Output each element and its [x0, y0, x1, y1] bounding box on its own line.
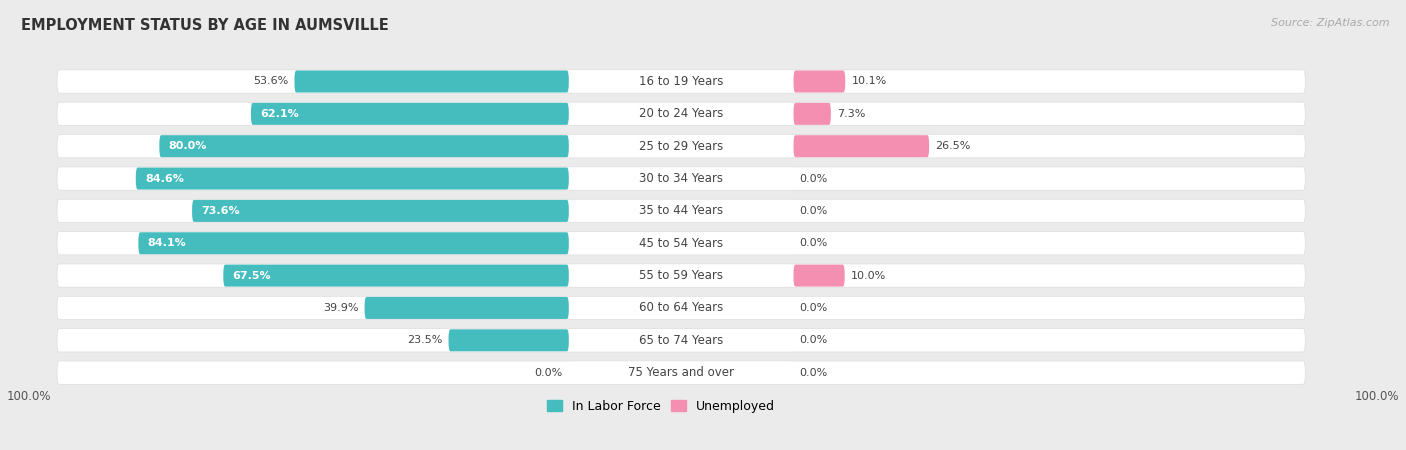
FancyBboxPatch shape: [793, 135, 929, 157]
Text: 75 Years and over: 75 Years and over: [628, 366, 734, 379]
FancyBboxPatch shape: [159, 135, 569, 157]
Text: 0.0%: 0.0%: [800, 303, 828, 313]
FancyBboxPatch shape: [449, 329, 569, 351]
FancyBboxPatch shape: [224, 265, 569, 287]
Text: EMPLOYMENT STATUS BY AGE IN AUMSVILLE: EMPLOYMENT STATUS BY AGE IN AUMSVILLE: [21, 18, 389, 33]
FancyBboxPatch shape: [571, 167, 792, 189]
FancyBboxPatch shape: [58, 328, 1305, 352]
Text: 30 to 34 Years: 30 to 34 Years: [640, 172, 723, 185]
Text: 84.1%: 84.1%: [148, 238, 187, 248]
FancyBboxPatch shape: [58, 102, 1305, 126]
FancyBboxPatch shape: [571, 200, 792, 222]
Text: 10.0%: 10.0%: [851, 270, 886, 281]
Text: 100.0%: 100.0%: [1354, 391, 1399, 403]
Text: 0.0%: 0.0%: [800, 206, 828, 216]
FancyBboxPatch shape: [193, 200, 569, 222]
Text: 62.1%: 62.1%: [260, 109, 299, 119]
FancyBboxPatch shape: [58, 135, 1305, 158]
FancyBboxPatch shape: [364, 297, 569, 319]
FancyBboxPatch shape: [571, 265, 792, 287]
Text: 39.9%: 39.9%: [323, 303, 359, 313]
FancyBboxPatch shape: [58, 296, 1305, 320]
Text: 20 to 24 Years: 20 to 24 Years: [640, 108, 723, 120]
FancyBboxPatch shape: [58, 70, 1305, 93]
FancyBboxPatch shape: [58, 232, 1305, 255]
Text: 55 to 59 Years: 55 to 59 Years: [640, 269, 723, 282]
Text: 100.0%: 100.0%: [7, 391, 52, 403]
FancyBboxPatch shape: [58, 199, 1305, 223]
Text: 80.0%: 80.0%: [169, 141, 207, 151]
Text: 16 to 19 Years: 16 to 19 Years: [638, 75, 723, 88]
FancyBboxPatch shape: [571, 297, 792, 319]
FancyBboxPatch shape: [58, 167, 1305, 190]
FancyBboxPatch shape: [571, 362, 792, 384]
Text: 0.0%: 0.0%: [800, 238, 828, 248]
FancyBboxPatch shape: [250, 103, 569, 125]
Text: 45 to 54 Years: 45 to 54 Years: [640, 237, 723, 250]
Text: 26.5%: 26.5%: [935, 141, 970, 151]
Text: 67.5%: 67.5%: [232, 270, 271, 281]
Text: 65 to 74 Years: 65 to 74 Years: [640, 334, 723, 347]
Text: 84.6%: 84.6%: [145, 174, 184, 184]
FancyBboxPatch shape: [294, 71, 569, 93]
Text: 25 to 29 Years: 25 to 29 Years: [640, 140, 723, 153]
FancyBboxPatch shape: [58, 361, 1305, 384]
FancyBboxPatch shape: [793, 103, 831, 125]
FancyBboxPatch shape: [571, 71, 792, 93]
Text: 0.0%: 0.0%: [800, 335, 828, 345]
Text: 0.0%: 0.0%: [800, 174, 828, 184]
Text: 0.0%: 0.0%: [534, 368, 562, 378]
Text: 60 to 64 Years: 60 to 64 Years: [640, 302, 723, 315]
Text: 7.3%: 7.3%: [837, 109, 866, 119]
FancyBboxPatch shape: [793, 71, 845, 93]
Text: 23.5%: 23.5%: [406, 335, 443, 345]
FancyBboxPatch shape: [571, 135, 792, 157]
Text: 53.6%: 53.6%: [253, 76, 288, 86]
Text: 73.6%: 73.6%: [201, 206, 240, 216]
Text: 0.0%: 0.0%: [800, 368, 828, 378]
FancyBboxPatch shape: [136, 167, 569, 189]
Legend: In Labor Force, Unemployed: In Labor Force, Unemployed: [547, 400, 775, 413]
FancyBboxPatch shape: [793, 265, 845, 287]
Text: 35 to 44 Years: 35 to 44 Years: [640, 204, 723, 217]
Text: Source: ZipAtlas.com: Source: ZipAtlas.com: [1271, 18, 1389, 28]
FancyBboxPatch shape: [571, 232, 792, 254]
FancyBboxPatch shape: [138, 232, 569, 254]
FancyBboxPatch shape: [571, 103, 792, 125]
FancyBboxPatch shape: [571, 329, 792, 351]
Text: 10.1%: 10.1%: [852, 76, 887, 86]
FancyBboxPatch shape: [58, 264, 1305, 287]
